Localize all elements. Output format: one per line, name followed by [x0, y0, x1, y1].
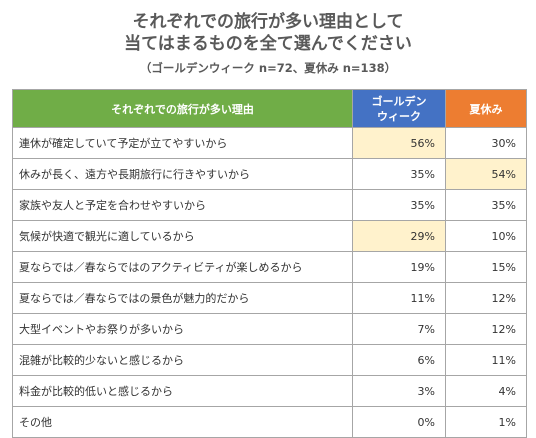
header-summer-vacation: 夏休み [445, 89, 527, 128]
row-reason-label: 料金が比較的低いと感じるから [12, 375, 353, 407]
table-body: 連休が確定していて予定が立てやすいから 56% 30% 休みが長く、遠方や長期旅行に行… [12, 127, 527, 438]
row-reason-label: 家族や友人と予定を合わせやすいから [12, 189, 353, 221]
golden-week-value: 56% [352, 127, 446, 159]
summer-vacation-value: 1% [445, 406, 527, 438]
chart-subtitle: （ゴールデンウィーク n=72、夏休み n=138） [139, 61, 397, 75]
table-header-row: それぞれでの旅行が多い理由 ゴールデン ウィーク 夏休み [12, 89, 527, 128]
row-reason-label: 連休が確定していて予定が立てやすいから [12, 127, 353, 159]
results-table: それぞれでの旅行が多い理由 ゴールデン ウィーク 夏休み 連休が確定していて予定… [12, 89, 527, 438]
header-golden-week-line-2: ウィーク [377, 109, 421, 123]
golden-week-value: 11% [352, 282, 446, 314]
golden-week-value: 7% [352, 313, 446, 345]
table-row: 大型イベントやお祭りが多いから 7% 12% [12, 313, 527, 345]
row-reason-label: 気候が快適で観光に適しているから [12, 220, 353, 252]
summer-vacation-value: 10% [445, 220, 527, 252]
table-row: 家族や友人と予定を合わせやすいから 35% 35% [12, 189, 527, 221]
row-reason-label: 休みが長く、遠方や長期旅行に行きやすいから [12, 158, 353, 190]
header-golden-week: ゴールデン ウィーク [352, 89, 446, 128]
summer-vacation-value: 54% [445, 158, 527, 190]
golden-week-value: 35% [352, 158, 446, 190]
summer-vacation-value: 11% [445, 344, 527, 376]
golden-week-value: 35% [352, 189, 446, 221]
row-reason-label: 大型イベントやお祭りが多いから [12, 313, 353, 345]
header-reason: それぞれでの旅行が多い理由 [12, 89, 353, 128]
header-golden-week-line-1: ゴールデン [371, 94, 427, 108]
golden-week-value: 3% [352, 375, 446, 407]
table-row: 休みが長く、遠方や長期旅行に行きやすいから 35% 54% [12, 158, 527, 190]
chart-title-line-2: 当てはまるものを全て選んでください [124, 34, 412, 54]
row-reason-label: 夏ならでは／春ならではの景色が魅力的だから [12, 282, 353, 314]
summer-vacation-value: 35% [445, 189, 527, 221]
golden-week-value: 0% [352, 406, 446, 438]
table-row: 夏ならでは／春ならではの景色が魅力的だから 11% 12% [12, 282, 527, 314]
table-row: 連休が確定していて予定が立てやすいから 56% 30% [12, 127, 527, 159]
summer-vacation-value: 12% [445, 313, 527, 345]
summer-vacation-value: 12% [445, 282, 527, 314]
row-reason-label: 混雑が比較的少ないと感じるから [12, 344, 353, 376]
row-reason-label: 夏ならでは／春ならではのアクティビティが楽しめるから [12, 251, 353, 283]
summer-vacation-value: 30% [445, 127, 527, 159]
table-row: 混雑が比較的少ないと感じるから 6% 11% [12, 344, 527, 376]
table-row: 料金が比較的低いと感じるから 3% 4% [12, 375, 527, 407]
summer-vacation-value: 15% [445, 251, 527, 283]
golden-week-value: 29% [352, 220, 446, 252]
chart-title-line-1: それぞれでの旅行が多い理由として [132, 12, 404, 32]
golden-week-value: 6% [352, 344, 446, 376]
table-row: その他 0% 1% [12, 406, 527, 438]
table-row: 気候が快適で観光に適しているから 29% 10% [12, 220, 527, 252]
table-row: 夏ならでは／春ならではのアクティビティが楽しめるから 19% 15% [12, 251, 527, 283]
golden-week-value: 19% [352, 251, 446, 283]
row-reason-label: その他 [12, 406, 353, 438]
summer-vacation-value: 4% [445, 375, 527, 407]
